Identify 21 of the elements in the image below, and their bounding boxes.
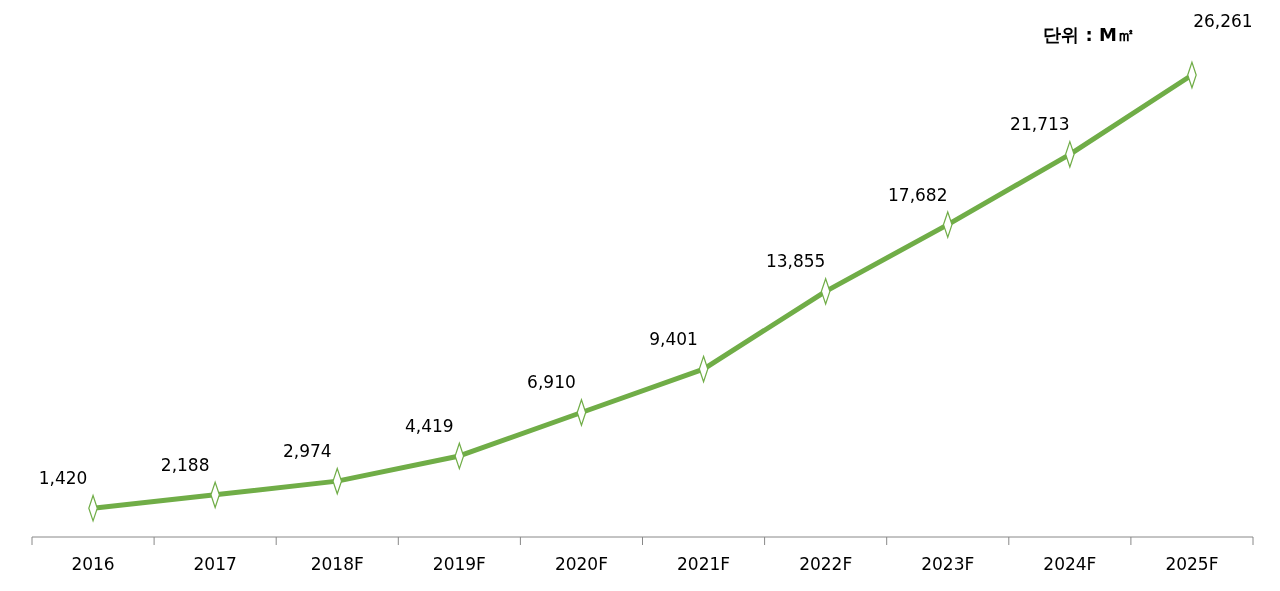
data-label: 2,974 (282, 441, 332, 462)
data-label: 4,419 (405, 415, 454, 436)
x-tick-label: 2022F (799, 554, 853, 574)
x-tick-label: 2019F (432, 554, 486, 574)
x-tick-label: 2024F (1043, 554, 1097, 574)
x-tick-label: 2023F (921, 554, 975, 574)
data-label: 2,188 (160, 454, 210, 475)
data-label: 6,910 (527, 372, 576, 393)
data-label: 13,855 (765, 251, 826, 272)
data-label: 26,261 (1193, 11, 1253, 31)
data-label: 17,682 (888, 184, 948, 205)
data-label: 21,713 (1010, 114, 1070, 135)
x-tick-label: 2020F (554, 554, 608, 574)
x-tick-label: 2018F (310, 554, 364, 574)
data-label: 9,401 (649, 329, 698, 350)
x-tick-label: 2025F (1165, 554, 1219, 574)
text: 단위 : M㎡ (1043, 24, 1135, 45)
x-tick-label: 2016 (71, 554, 115, 574)
x-tick-label: 2021F (677, 554, 731, 574)
x-tick-label: 2017 (193, 554, 237, 574)
data-label: 1,420 (38, 468, 88, 489)
